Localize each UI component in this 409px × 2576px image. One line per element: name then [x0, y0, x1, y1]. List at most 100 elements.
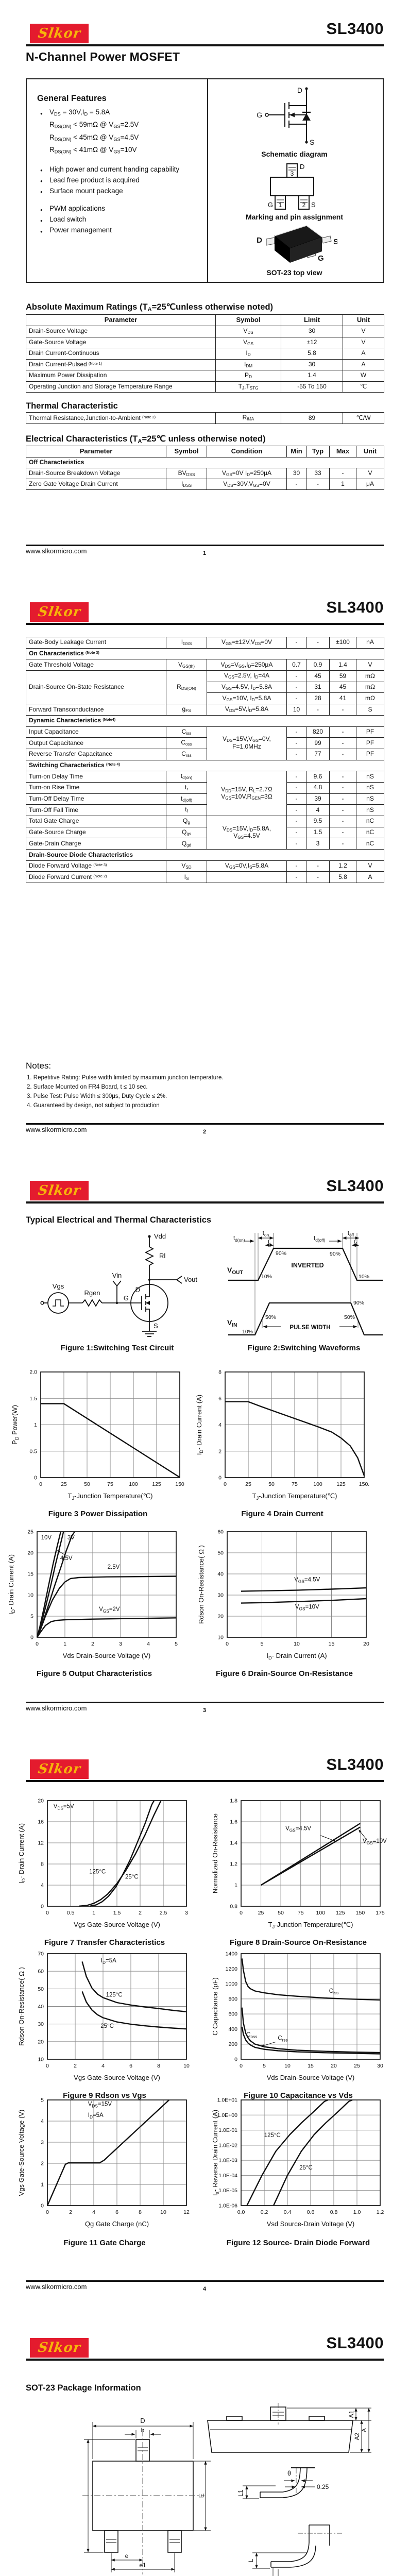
brand-logo: Slkor [30, 2338, 89, 2358]
svg-text:2: 2 [69, 2209, 72, 2215]
svg-text:15: 15 [27, 1571, 33, 1578]
svg-text:VGS=10V: VGS=10V [363, 1838, 387, 1845]
pin2-number: 2 [302, 201, 306, 209]
svg-text:0: 0 [46, 2209, 49, 2215]
svg-text:100: 100 [313, 1481, 322, 1487]
chart-series-vgs10 [260, 1826, 361, 1886]
fig2-fall90-label: 90% [330, 1251, 340, 1257]
table-cell: 9.5 [306, 816, 330, 827]
footer-page-number: 3 [202, 1707, 207, 1714]
brand-logo-text: Slkor [37, 2340, 82, 2355]
table-cell: 39 [306, 793, 330, 805]
schematic-drain-label: D [297, 86, 302, 94]
header-rule [26, 1201, 384, 1204]
svg-text:25: 25 [61, 1481, 67, 1487]
svg-text:0: 0 [34, 1475, 37, 1481]
svg-text:75: 75 [107, 1481, 113, 1487]
table-cell: 1.4 [329, 659, 356, 671]
table-cell: Gate Threshold Voltage [26, 659, 166, 671]
svg-text:800: 800 [228, 1996, 237, 2002]
svg-text:4: 4 [147, 1641, 150, 1647]
notes-title: Notes: [26, 1061, 52, 1071]
figure7-caption: Figure 7 Transfer Characteristics [44, 1938, 165, 1947]
chart-series-vgs4.5 [241, 1587, 367, 1592]
dim-gauge-label: 0.25 [317, 2483, 329, 2490]
lead-d [266, 237, 275, 246]
table-header-cell: Unit [343, 314, 384, 326]
svg-text:6: 6 [115, 2209, 118, 2215]
brand-logo: Slkor [30, 24, 89, 43]
list-item: RDS(ON) < 59mΩ @ VGS=2.5V [49, 121, 139, 129]
package-info-heading: SOT-23 Package Information [26, 2383, 141, 2393]
svg-text:8: 8 [139, 2209, 142, 2215]
table-cell: - [329, 726, 356, 738]
svg-text:1.2: 1.2 [377, 2209, 384, 2215]
table-cell: 5.8 [329, 871, 356, 884]
svg-text:3V: 3V [67, 1535, 75, 1541]
table-cell: V [343, 336, 384, 348]
list-item: PWM applications [40, 205, 199, 214]
fig1-rl-label: Rl [159, 1252, 165, 1260]
svg-text:125°C: 125°C [89, 1869, 106, 1875]
table-cell: mΩ [356, 670, 384, 682]
svg-text:1.0E-04: 1.0E-04 [218, 2173, 237, 2179]
fig2-in50a-label: 50% [265, 1314, 276, 1320]
table-cell: Diode Forward Current (Note 2) [26, 871, 166, 884]
svg-text:20: 20 [38, 1798, 44, 1804]
table-cell: VGS=4.5V, ID=5.8A [207, 681, 287, 693]
footer-rule [26, 2280, 384, 2282]
footer-page-number: 2 [202, 1129, 207, 1135]
svg-text:Ciss: Ciss [329, 1988, 338, 1995]
table-cell: Switching Characteristics (Note 4) [26, 759, 384, 772]
svg-text:1.5: 1.5 [113, 1910, 121, 1916]
svg-text:Vgs Gate-Source Voltage (V): Vgs Gate-Source Voltage (V) [18, 2110, 25, 2196]
package-top-view-drawing: D b E e e1 [82, 2417, 211, 2574]
svg-text:50: 50 [84, 1481, 90, 1487]
table-cell: Dynamic Characteristics (Note4) [26, 715, 384, 727]
table-cell: VGS=0V ID=250μA [207, 468, 287, 479]
part-number: SL3400 [326, 2334, 384, 2352]
pin3-label: D [300, 163, 304, 171]
fig2-tdon-label: td(on) [233, 1235, 245, 1243]
svg-text:4: 4 [218, 1422, 221, 1428]
table-cell: - [286, 692, 306, 705]
svg-text:0: 0 [234, 2057, 237, 2063]
chart-series-vgs10 [37, 1531, 62, 1638]
table-cell: - [306, 704, 330, 716]
table-cell: Maximum Power Dissipation [26, 370, 216, 382]
pin1-label: G [268, 201, 273, 209]
figure5-chart: 0 1 2 3 4 5 0 5 10 15 20 25 10V 3V 4.5V 2.5V VGS=2V Vds D… [7, 1529, 178, 1660]
page-4: 0 0.5 1 1.5 2 2.5 3 0 4 8 12 16 20 VDS=5V 125°C 25°C Vgs… [0, 1736, 409, 2314]
header-rule [26, 2359, 384, 2361]
table-cell: 89 [281, 412, 343, 424]
svg-text:VGS=4.5V: VGS=4.5V [285, 1825, 311, 1833]
svg-text:Rdson On-Resistance( Ω ): Rdson On-Resistance( Ω ) [18, 1967, 25, 2046]
fig1-vout-label: Vout [184, 1276, 197, 1283]
chart-series-vgs4.5 [37, 1531, 64, 1638]
footer-rule [26, 1702, 384, 1703]
table-cell: - [329, 838, 356, 850]
figure1-circuit: Vdd Rl Vout Vin D G S Rgen Vgs [40, 1232, 197, 1337]
svg-text:Vgs Gate-Source Voltage (V): Vgs Gate-Source Voltage (V) [74, 2074, 160, 2081]
table-cell: Turn-on Delay Time [26, 771, 166, 783]
figure6-chart: 0 5 10 15 20 10 20 30 40 50 60 VGS=4.5V VGS=10V ID- D… [197, 1529, 369, 1661]
svg-text:Vgs Gate-Source Voltage (V): Vgs Gate-Source Voltage (V) [74, 1921, 160, 1928]
table-cell: - [329, 826, 356, 839]
svg-text:4: 4 [101, 2063, 105, 2069]
svg-text:50: 50 [217, 1550, 224, 1556]
table-cell: Turn-Off Delay Time [26, 793, 166, 805]
table-cell: - [286, 804, 306, 816]
page-2: Gate-Body Leakage Current IGSS VGS=±12V,VD… [0, 579, 409, 1157]
table-cell: On Characteristics (Note 3) [26, 648, 384, 660]
svg-text:1400: 1400 [226, 1951, 238, 1957]
svg-text:0: 0 [39, 1481, 42, 1487]
svg-text:70: 70 [38, 1951, 44, 1957]
table-cell: Coss [166, 737, 207, 749]
svg-text:10: 10 [294, 1641, 300, 1647]
features-title: General Features [37, 94, 107, 103]
svg-text:125: 125 [152, 1481, 161, 1487]
chart-series-125C [79, 1800, 162, 1907]
svg-text:5: 5 [30, 1614, 33, 1620]
table-cell: - [286, 782, 306, 794]
fig2-in10-label: 10% [242, 1329, 253, 1335]
